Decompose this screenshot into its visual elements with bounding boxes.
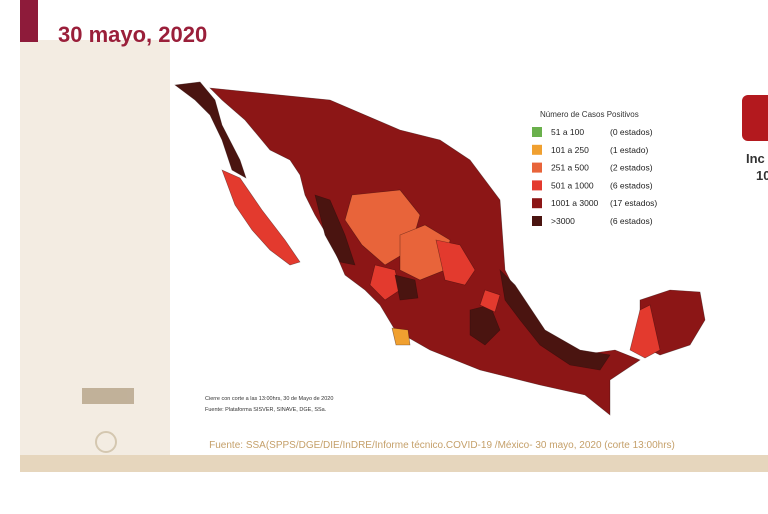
state bbox=[435, 239, 476, 286]
pattern-panel bbox=[20, 40, 170, 455]
legend-range: 51 a 100 bbox=[551, 127, 584, 137]
legend-range: >3000 bbox=[551, 216, 575, 226]
state bbox=[394, 274, 419, 301]
legend-range: 251 a 500 bbox=[551, 163, 589, 173]
map bbox=[174, 81, 706, 416]
side-text: 10 bbox=[756, 168, 768, 183]
legend-range: 1001 a 3000 bbox=[551, 198, 599, 208]
state bbox=[314, 194, 356, 266]
legend-swatch bbox=[532, 162, 542, 173]
legend-count: (1 estado) bbox=[610, 145, 648, 155]
legend-swatch bbox=[532, 198, 542, 209]
legend-title: Número de Casos Positivos bbox=[540, 110, 639, 119]
title: 30 mayo, 2020 bbox=[58, 22, 207, 47]
legend-swatch bbox=[532, 127, 542, 137]
legend-swatch bbox=[532, 180, 542, 191]
legend-swatch bbox=[532, 216, 542, 226]
legend-count: (6 estados) bbox=[610, 216, 653, 226]
state bbox=[174, 81, 247, 179]
legend-range: 501 a 1000 bbox=[551, 180, 594, 190]
state bbox=[391, 327, 411, 346]
legend-swatch bbox=[532, 144, 542, 155]
state bbox=[499, 269, 611, 371]
footer-bar bbox=[20, 455, 768, 472]
state bbox=[629, 304, 661, 359]
side-text: Inc bbox=[746, 151, 765, 166]
legend-count: (17 estados) bbox=[610, 198, 657, 208]
legend: Número de Casos Positivos 51 a 100 (0 est… bbox=[532, 110, 657, 226]
state bbox=[479, 289, 501, 313]
legend-count: (0 estados) bbox=[610, 127, 653, 137]
legend-count: (2 estados) bbox=[610, 163, 653, 173]
logo bbox=[82, 388, 134, 453]
side-box bbox=[742, 95, 768, 141]
footer-source: Fuente: SSA(SPPS/DGE/DIE/InDRE/Informe t… bbox=[209, 440, 675, 451]
header-bar bbox=[20, 0, 38, 42]
legend-count: (6 estados) bbox=[610, 180, 653, 190]
map-note: Cierre con corte a las 13:00hrs, 30 de M… bbox=[205, 396, 333, 402]
state bbox=[221, 169, 301, 266]
map-note: Fuente: Plataforma SISVER, SINAVE, DGE, … bbox=[205, 407, 327, 413]
legend-range: 101 a 250 bbox=[551, 145, 589, 155]
state bbox=[369, 264, 401, 301]
